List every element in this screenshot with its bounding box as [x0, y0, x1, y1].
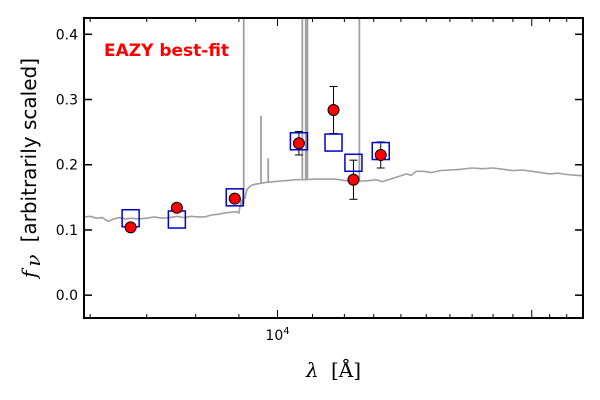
observed-photometry-point	[170, 201, 183, 214]
y-tick-label: 0.0	[56, 288, 78, 304]
y-axis-symbol: f	[17, 267, 41, 280]
y-axis-subscript: ν	[21, 254, 45, 266]
model-spectrum-line	[83, 167, 584, 223]
x-axis-unit: [Å]	[331, 357, 361, 382]
observed-photometry-point	[124, 221, 137, 234]
model-photometry-square	[289, 132, 309, 151]
annotation-label: EAZY best-fit	[104, 41, 229, 61]
axes-ticks-layer: 0.0 0.1 0.2 0.3 0.4 104	[56, 18, 584, 344]
observed-photometry-point	[374, 148, 387, 161]
observed-photometry-point	[292, 137, 305, 150]
y-tick-label: 0.1	[56, 223, 78, 239]
model-photometry-square	[344, 153, 363, 173]
observed-photometry-point	[347, 173, 360, 186]
observed-photometry-point	[228, 192, 241, 205]
observed-photometry-layer	[124, 103, 387, 234]
x-axis-label: λ [Å]	[305, 357, 361, 382]
observed-photometry-point	[327, 103, 340, 116]
error-bar-layer	[294, 85, 385, 200]
y-tick-label: 0.3	[56, 93, 78, 109]
y-tick-label: 0.2	[56, 158, 78, 174]
y-axis-label: f ν [arbitrarily scaled]	[17, 58, 45, 280]
model-photometry-layer	[121, 132, 390, 229]
x-tick-label: 104	[265, 326, 289, 344]
y-tick-label: 0.4	[56, 27, 78, 43]
plot-frame	[83, 17, 584, 319]
model-photometry-square	[324, 133, 343, 152]
y-axis-text: [arbitrarily scaled]	[17, 58, 41, 242]
model-photometry-square	[225, 188, 245, 207]
x-axis-symbol: λ	[305, 358, 319, 382]
model-spectrum-layer	[83, 18, 584, 223]
